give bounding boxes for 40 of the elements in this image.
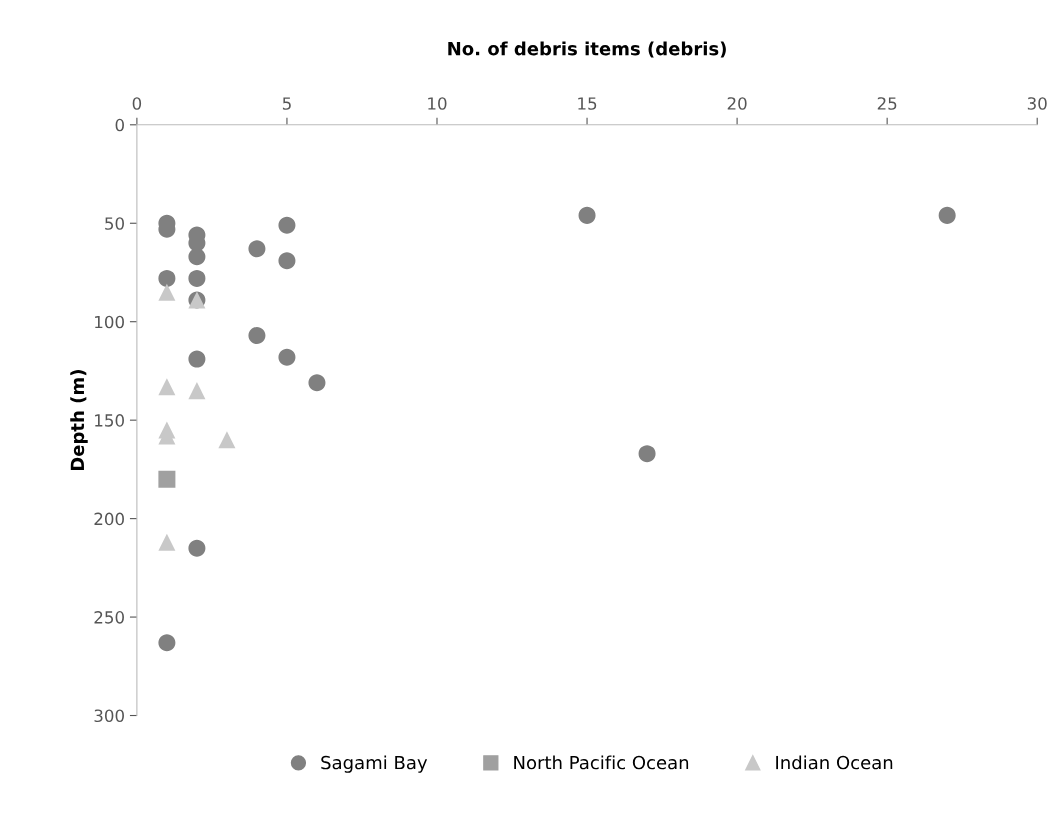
- y-tick-label: 150: [95, 414, 124, 427]
- y-tick-label: 200: [94, 512, 124, 526]
- y-tick-label: 0: [115, 118, 124, 132]
- point: [158, 269, 176, 287]
- point: [278, 252, 296, 270]
- point: [218, 431, 236, 449]
- point: [278, 348, 296, 366]
- legend-label: North Pacific Ocean: [514, 755, 689, 770]
- x-tick-label: 5: [282, 97, 291, 110]
- point: [278, 216, 296, 234]
- point: [638, 445, 656, 463]
- x-axis-title: No. of debris items (debris): [448, 41, 726, 58]
- x-tick-label: 25: [877, 97, 897, 110]
- legend-label: Sagami Bay: [321, 755, 428, 773]
- y-tick-label: 100: [95, 315, 124, 329]
- point: [188, 382, 206, 400]
- point: [188, 350, 206, 368]
- point: [158, 283, 176, 301]
- point: [308, 374, 326, 392]
- x-tick-label: 0: [132, 97, 142, 110]
- point: [938, 206, 956, 224]
- point: [188, 248, 206, 266]
- y-tick-label: 50: [105, 217, 124, 230]
- point: [158, 634, 176, 652]
- y-axis-title: Depth (m): [70, 370, 88, 471]
- point: [578, 206, 596, 224]
- point: [158, 533, 176, 551]
- x-tick-label: 20: [727, 97, 747, 110]
- legend-label: Indian Ocean: [776, 755, 893, 770]
- point: [158, 470, 176, 488]
- point: [158, 378, 176, 396]
- x-tick-label: 10: [428, 97, 447, 110]
- point: [188, 539, 206, 557]
- x-tick-label: 30: [1027, 97, 1047, 110]
- point: [248, 240, 266, 258]
- y-tick-label: 250: [94, 611, 124, 624]
- y-tick-label: 300: [94, 709, 124, 723]
- x-tick-label: 15: [578, 97, 597, 110]
- point: [248, 326, 266, 344]
- point: [188, 269, 206, 287]
